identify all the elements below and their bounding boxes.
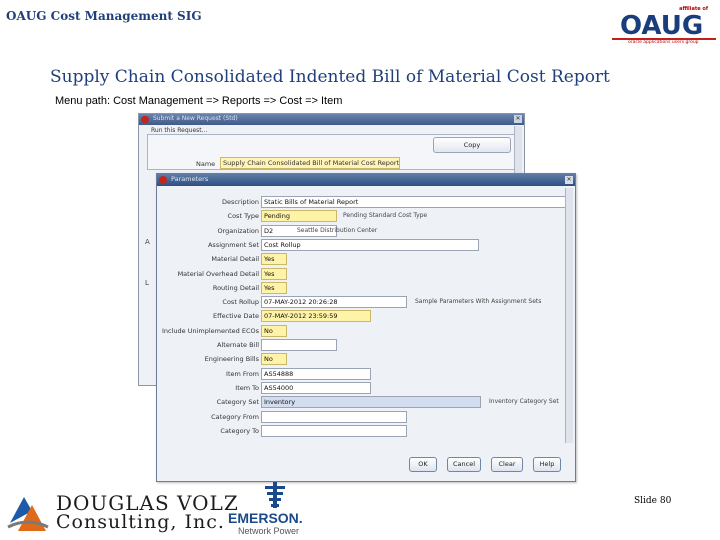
close-icon[interactable]: ✕ bbox=[565, 176, 573, 184]
douglas-volz-logo: DOUGLAS VOLZ Consulting, Inc. bbox=[4, 489, 238, 535]
slide-number: Slide 80 bbox=[634, 496, 672, 506]
param-label: Routing Detail bbox=[212, 283, 259, 292]
param-field[interactable] bbox=[261, 339, 337, 351]
param-label: Cost Rollup bbox=[222, 298, 259, 307]
param-note: Inventory Category Set bbox=[489, 398, 559, 406]
emerson-name: EMERSON. bbox=[228, 510, 303, 526]
param-row: Description Static Bills of Material Repo… bbox=[157, 196, 577, 208]
param-label: Effective Date bbox=[213, 312, 259, 321]
param-row: Routing Detail Yes bbox=[157, 281, 577, 294]
param-row: Effective Date 07-MAY-2012 23:59:59 bbox=[157, 310, 577, 323]
param-label: Category Set bbox=[216, 398, 259, 407]
help-button[interactable]: Help bbox=[533, 457, 561, 472]
oracle-app-icon bbox=[141, 116, 149, 123]
douglas-volz-name: DOUGLAS VOLZ bbox=[56, 491, 239, 515]
oaug-logo: affiliate of OAUG oracle applications us… bbox=[612, 2, 716, 46]
oaug-affiliate-text: affiliate of bbox=[679, 6, 708, 12]
param-row: Item From AS54888 bbox=[157, 367, 577, 380]
douglas-volz-sub: Consulting, Inc. bbox=[56, 511, 225, 533]
param-field[interactable]: Cost Rollup bbox=[261, 238, 479, 251]
param-label: Description bbox=[221, 198, 259, 206]
param-field[interactable]: D2 bbox=[261, 224, 337, 237]
param-label: Item To bbox=[235, 383, 259, 392]
side-label-l: L bbox=[145, 279, 149, 287]
param-field[interactable]: Yes bbox=[261, 281, 287, 294]
close-icon[interactable]: ✕ bbox=[514, 115, 522, 123]
param-row: Alternate Bill bbox=[157, 339, 577, 351]
submit-request-titlebar[interactable]: Submit a New Request (Std) ✕ bbox=[139, 114, 524, 125]
param-row: Category To bbox=[157, 424, 577, 437]
slide-title: Supply Chain Consolidated Indented Bill … bbox=[50, 67, 610, 87]
param-note: Pending Standard Cost Type bbox=[343, 212, 428, 220]
clear-button[interactable]: Clear bbox=[491, 457, 523, 472]
request-name-label: Name bbox=[196, 160, 216, 168]
param-row: Material Detail Yes bbox=[157, 253, 577, 266]
param-label: Alternate Bill bbox=[217, 341, 259, 349]
param-row: Organization D2 Seattle Distribution Cente… bbox=[157, 224, 577, 237]
parameters-scrollbar[interactable] bbox=[565, 188, 573, 443]
param-field[interactable]: Yes bbox=[261, 253, 287, 266]
param-label: Category To bbox=[220, 426, 259, 435]
oaug-red-bar bbox=[612, 38, 716, 40]
org-title: OAUG Cost Management SIG bbox=[6, 9, 202, 23]
param-label: Category From bbox=[211, 412, 259, 421]
emerson-sub: Network Power bbox=[238, 526, 300, 536]
emerson-logo: EMERSON. Network Power bbox=[228, 480, 332, 540]
param-field[interactable]: AS54888 bbox=[261, 367, 371, 380]
param-row: Cost Type Pending Pending Standard Cost Ty… bbox=[157, 210, 577, 223]
param-label: Organization bbox=[217, 226, 259, 235]
param-field[interactable]: No bbox=[261, 353, 287, 366]
param-label: Material Overhead Detail bbox=[177, 269, 259, 278]
douglas-volz-mark-icon bbox=[7, 497, 49, 531]
param-field[interactable] bbox=[261, 424, 407, 437]
param-label: Engineering Bills bbox=[204, 355, 259, 364]
parameters-window: Parameters ✕ Description Static Bills of … bbox=[156, 173, 576, 482]
submit-request-title: Submit a New Request (Std) bbox=[153, 115, 238, 122]
oaug-tagline: oracle applications users group bbox=[628, 40, 699, 45]
param-label: Include Unimplemented ECOs bbox=[161, 326, 259, 335]
ok-button[interactable]: OK bbox=[409, 457, 437, 472]
param-row: Cost Rollup 07-MAY-2012 20:26:28 Sample Pa… bbox=[157, 296, 577, 309]
param-row: Item To AS54000 bbox=[157, 381, 577, 394]
oracle-app-icon bbox=[159, 176, 167, 184]
menu-path: Menu path: Cost Management => Reports =>… bbox=[55, 95, 343, 107]
request-name-field[interactable]: Supply Chain Consolidated Bill of Materi… bbox=[220, 157, 400, 169]
side-label-a: A bbox=[145, 238, 150, 246]
param-row: Engineering Bills No bbox=[157, 353, 577, 366]
param-row: Category From bbox=[157, 410, 577, 423]
param-note: Sample Parameters With Assignment Sets bbox=[415, 298, 542, 306]
param-field[interactable]: Pending bbox=[261, 210, 337, 223]
run-request-label: Run this Request... bbox=[151, 127, 208, 134]
param-note: Seattle Distribution Center bbox=[297, 226, 378, 234]
param-row: Include Unimplemented ECOs No bbox=[157, 324, 577, 337]
param-field[interactable]: Static Bills of Material Report bbox=[261, 196, 571, 208]
param-row: Category Set Inventory Inventory Category … bbox=[157, 396, 577, 409]
copy-button[interactable]: Copy bbox=[433, 137, 511, 153]
oaug-wordmark: OAUG bbox=[620, 11, 704, 41]
param-label: Item From bbox=[226, 369, 259, 378]
param-field[interactable]: AS54000 bbox=[261, 381, 371, 394]
cancel-button[interactable]: Cancel bbox=[447, 457, 481, 472]
param-label: Cost Type bbox=[227, 212, 259, 221]
param-field[interactable]: 07-MAY-2012 20:26:28 bbox=[261, 296, 407, 309]
param-field[interactable] bbox=[261, 410, 407, 423]
param-label: Assignment Set bbox=[207, 240, 259, 249]
emerson-mark-icon bbox=[265, 482, 285, 508]
param-field[interactable]: Inventory bbox=[261, 396, 481, 409]
param-field[interactable]: No bbox=[261, 324, 287, 337]
param-label: Material Detail bbox=[211, 255, 259, 264]
param-row: Material Overhead Detail Yes bbox=[157, 267, 577, 280]
param-field[interactable]: Yes bbox=[261, 267, 287, 280]
parameters-titlebar[interactable]: Parameters ✕ bbox=[157, 174, 575, 186]
param-row: Assignment Set Cost Rollup bbox=[157, 238, 577, 251]
parameters-title: Parameters bbox=[171, 175, 209, 183]
param-field[interactable]: 07-MAY-2012 23:59:59 bbox=[261, 310, 371, 323]
